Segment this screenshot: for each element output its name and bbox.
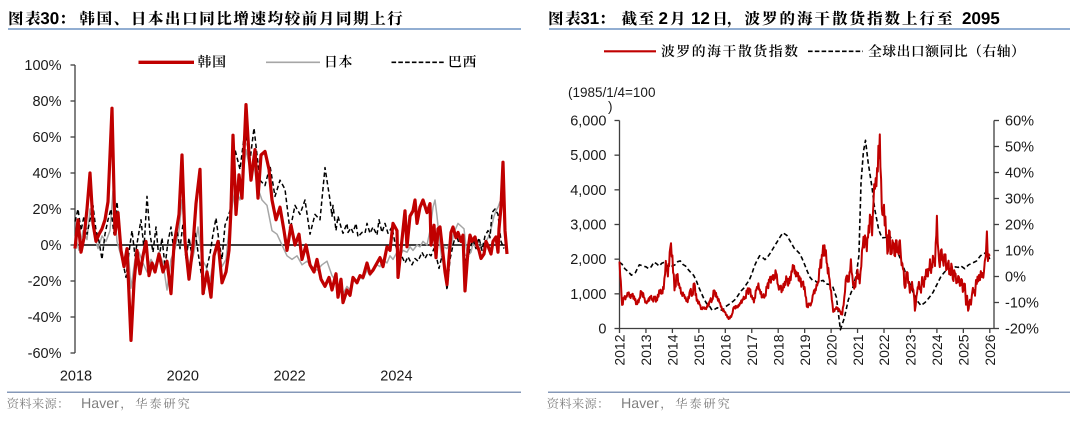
svg-text:2018: 2018: [770, 334, 786, 365]
svg-text:2015: 2015: [691, 334, 707, 365]
svg-text:2025: 2025: [956, 334, 972, 365]
svg-text:60%: 60%: [1005, 114, 1034, 130]
svg-text:2014: 2014: [665, 334, 681, 365]
svg-text:2012: 2012: [612, 334, 628, 365]
svg-text:2018: 2018: [60, 369, 92, 385]
svg-text:20%: 20%: [32, 202, 61, 218]
svg-text:100%: 100%: [24, 58, 61, 74]
svg-text:20%: 20%: [1005, 218, 1034, 234]
svg-text:2024: 2024: [929, 334, 945, 365]
svg-text:-10%: -10%: [1005, 296, 1039, 312]
svg-text:10%: 10%: [1005, 244, 1034, 260]
svg-text:4,000: 4,000: [570, 183, 606, 199]
svg-text:-60%: -60%: [28, 346, 62, 362]
svg-text:-40%: -40%: [28, 310, 62, 326]
svg-text:2022: 2022: [876, 334, 892, 365]
svg-text:2026: 2026: [982, 334, 998, 365]
svg-text:(1985/1/4=100: (1985/1/4=100: [568, 85, 655, 100]
svg-text:6,000: 6,000: [570, 114, 606, 130]
svg-text:2016: 2016: [718, 334, 734, 365]
svg-text:2023: 2023: [903, 334, 919, 365]
svg-text:2024: 2024: [380, 369, 412, 385]
svg-text:1,000: 1,000: [570, 287, 606, 303]
svg-text:50%: 50%: [1005, 140, 1034, 156]
svg-text:60%: 60%: [32, 130, 61, 146]
svg-text:2022: 2022: [273, 369, 305, 385]
svg-text:2021: 2021: [850, 334, 866, 365]
svg-text:40%: 40%: [32, 166, 61, 182]
svg-text:5,000: 5,000: [570, 148, 606, 164]
svg-text:2019: 2019: [797, 334, 813, 365]
svg-text:0: 0: [598, 322, 606, 338]
svg-text:-20%: -20%: [1005, 322, 1039, 338]
svg-text:0%: 0%: [1005, 270, 1026, 286]
svg-text:40%: 40%: [1005, 166, 1034, 182]
svg-text:2020: 2020: [823, 334, 839, 365]
svg-text:2013: 2013: [638, 334, 654, 365]
svg-text:2,000: 2,000: [570, 252, 606, 268]
svg-text:0%: 0%: [41, 238, 62, 254]
svg-text:3,000: 3,000: [570, 218, 606, 234]
svg-text:2020: 2020: [167, 369, 199, 385]
svg-text:2017: 2017: [744, 334, 760, 365]
svg-text:-20%: -20%: [28, 274, 62, 290]
svg-text:30%: 30%: [1005, 192, 1034, 208]
svg-text:80%: 80%: [32, 94, 61, 110]
svg-text:): ): [608, 99, 613, 114]
